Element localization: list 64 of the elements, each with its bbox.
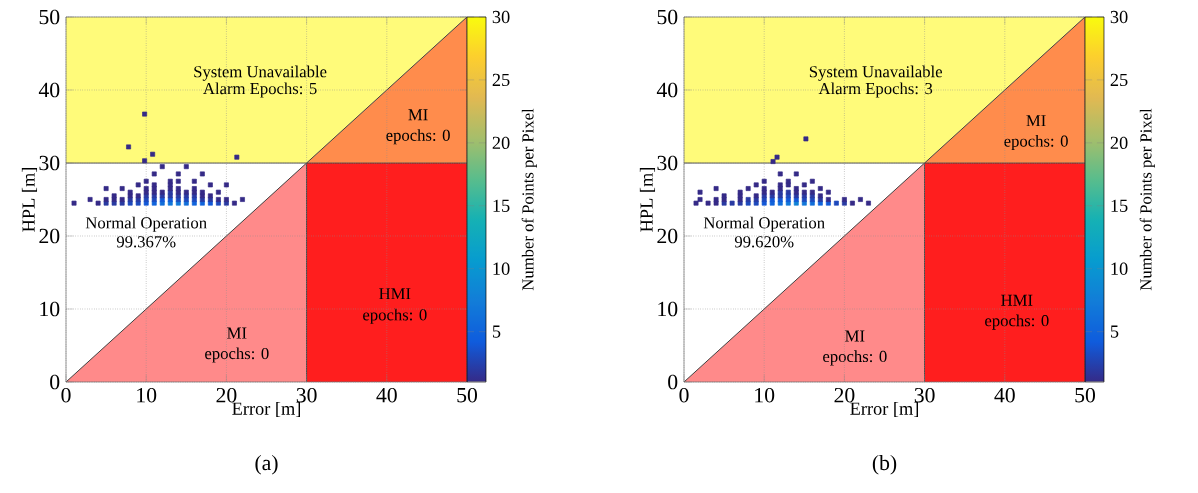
annotation: System Unavailable	[809, 65, 942, 81]
annotation: epochs: 0	[363, 308, 427, 324]
color-bar-title: Number of Points per Pixel	[521, 108, 537, 291]
color-bar-label: 5	[492, 325, 501, 338]
x-tick-label: 40	[376, 387, 397, 403]
x-tick-label: 20	[834, 387, 855, 403]
annotation: epochs: 0	[985, 314, 1049, 330]
annotation: Normal Operation	[85, 216, 207, 232]
annotation: HMI	[1001, 294, 1033, 306]
text: (a)	[255, 454, 278, 475]
y-tick-label: 20	[657, 228, 678, 244]
annotation: epochs: 0	[205, 347, 269, 363]
annotation: Alarm Epochs: 5	[203, 82, 317, 98]
annotation: MI	[227, 327, 247, 339]
y-tick-label: 40	[38, 82, 60, 98]
x-axis-title: Error [m]	[232, 401, 300, 418]
x-tick-label: 40	[994, 387, 1015, 403]
annotation: 99.620%	[734, 236, 794, 248]
color-bar-label: 10	[1111, 262, 1128, 275]
annotation: epochs: 0	[1004, 134, 1068, 151]
x-tick-label: 10	[755, 387, 775, 403]
y-tick-label: 0	[50, 374, 60, 390]
y-tick-label: 10	[40, 301, 60, 317]
color-bar-title: Number of Points per Pixel	[1139, 108, 1155, 291]
y-tick-label: 50	[657, 9, 678, 25]
color-bar-label: 30	[492, 10, 510, 24]
y-tick-label: 30	[657, 155, 678, 171]
x-tick-label: 10	[137, 387, 157, 403]
color-bar-label: 20	[492, 136, 510, 150]
color-bar-label: 30	[1110, 10, 1128, 24]
x-axis-title: Error [m]	[850, 401, 918, 418]
color-bar-label: 15	[1111, 199, 1128, 212]
color-bar-label: 20	[1110, 136, 1128, 150]
annotation: epochs: 0	[823, 350, 887, 366]
annotation: Normal Operation	[703, 216, 825, 232]
x-tick-label: 30	[296, 387, 317, 403]
annotation: epochs: 0	[386, 129, 450, 145]
annotation: MI	[408, 109, 428, 121]
y-axis-title: HPL [m]	[21, 168, 38, 232]
annotation: Alarm Epochs: 3	[818, 82, 933, 98]
text: (b)	[872, 454, 897, 475]
y-tick-label: 40	[656, 82, 678, 98]
x-tick-label: 50	[457, 387, 478, 403]
annotation: MI	[845, 330, 865, 342]
annotation: System Unavailable	[194, 65, 327, 81]
x-tick-label: 0	[61, 387, 71, 403]
annotation: 99.367%	[116, 236, 176, 248]
color-bar-label: 5	[1110, 325, 1119, 338]
annotation: HMI	[379, 288, 411, 300]
x-tick-label: 0	[679, 387, 689, 403]
x-tick-label: 50	[1075, 387, 1096, 403]
color-bar-label: 10	[493, 262, 510, 275]
annotation: MI	[1026, 115, 1046, 127]
y-tick-label: 20	[39, 228, 60, 244]
x-tick-label: 30	[914, 387, 935, 403]
y-tick-label: 30	[39, 155, 60, 171]
color-bar-label: 15	[493, 199, 510, 212]
color-bar-label: 25	[492, 73, 510, 87]
x-tick-label: 20	[216, 387, 237, 403]
y-tick-label: 10	[658, 301, 678, 317]
color-bar-label: 25	[1110, 73, 1128, 87]
y-tick-label: 0	[668, 374, 678, 390]
y-tick-label: 50	[39, 9, 60, 25]
y-axis-title: HPL [m]	[639, 168, 656, 232]
